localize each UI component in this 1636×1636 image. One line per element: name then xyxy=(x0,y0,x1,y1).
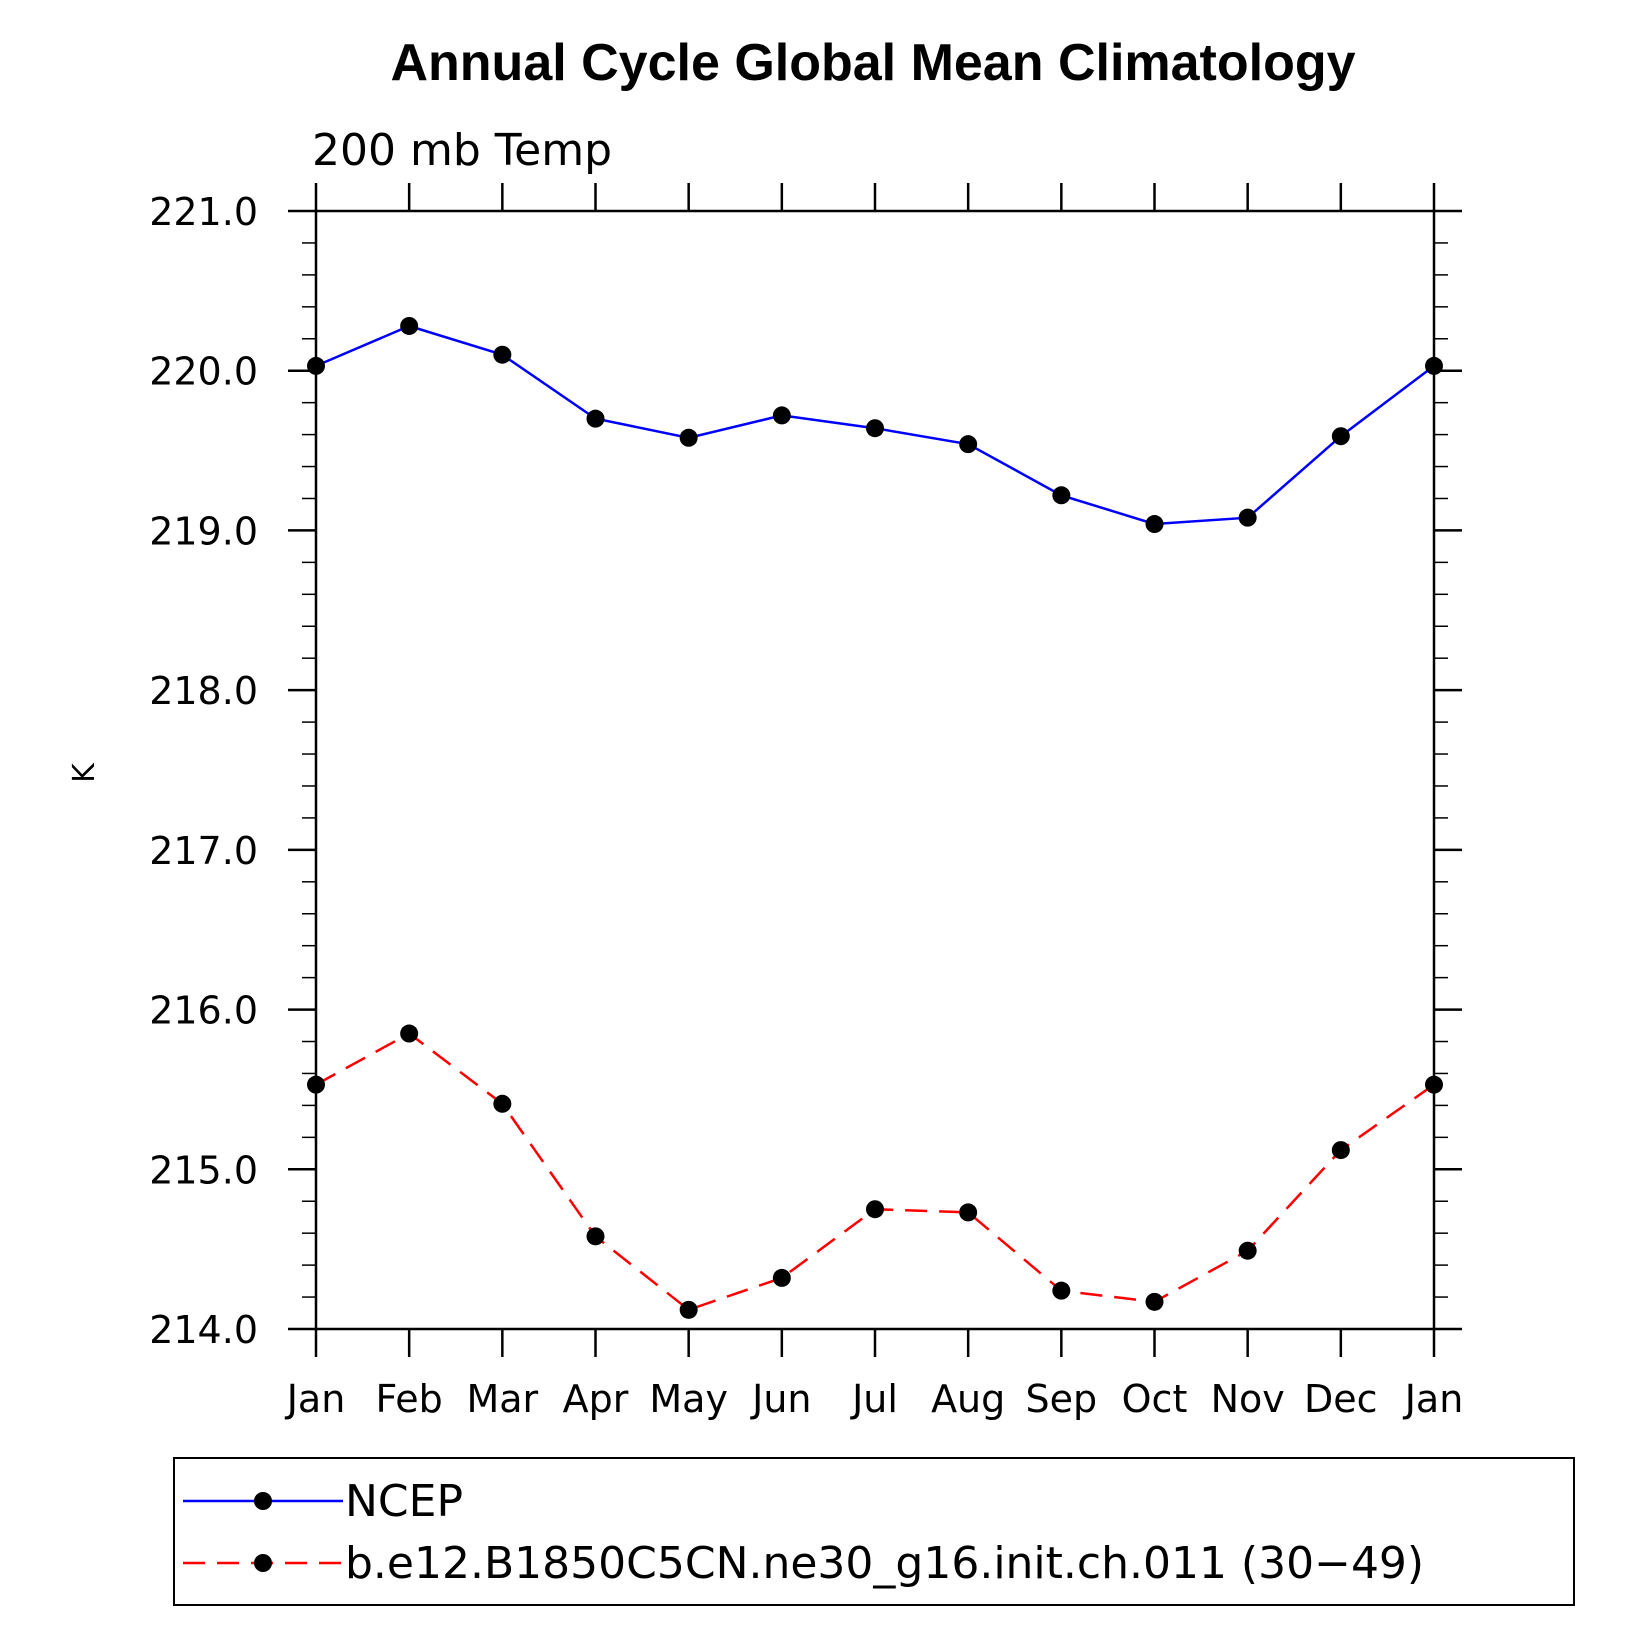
data-point xyxy=(772,406,791,425)
data-point xyxy=(586,1227,605,1246)
data-point xyxy=(866,1200,884,1219)
x-tick-label: Jun xyxy=(750,1377,811,1421)
data-point xyxy=(679,1300,698,1319)
data-point xyxy=(679,428,698,447)
legend-marker-model xyxy=(254,1554,272,1572)
data-point xyxy=(959,435,978,454)
data-point xyxy=(772,1268,791,1287)
data-point xyxy=(1331,1141,1350,1160)
series-line-1 xyxy=(315,1032,1435,1312)
data-point xyxy=(1425,356,1443,375)
data-point xyxy=(1052,1281,1071,1300)
data-point xyxy=(400,316,419,335)
legend-marker-ncep xyxy=(254,1492,272,1510)
data-point xyxy=(1145,1292,1164,1311)
plot-frame xyxy=(314,209,1436,1331)
y-tick-label: 214.0 xyxy=(149,1308,258,1352)
y-tick-label: 216.0 xyxy=(149,989,258,1033)
x-tick-label: Sep xyxy=(1026,1377,1098,1421)
data-point xyxy=(866,419,884,438)
x-tick-label: Oct xyxy=(1122,1377,1188,1421)
data-point xyxy=(400,1024,419,1043)
data-point xyxy=(307,1075,325,1094)
y-tick-label: 218.0 xyxy=(149,669,258,713)
legend-label-model: b.e12.B1850C5CN.ne30_g16.init.ch.011 (30… xyxy=(345,1538,1424,1589)
x-tick-label: Feb xyxy=(376,1377,443,1421)
data-point xyxy=(307,356,325,375)
x-tick-label: May xyxy=(649,1377,728,1421)
data-point xyxy=(959,1203,978,1222)
y-tick-label: 217.0 xyxy=(149,829,258,873)
y-tick-label: 220.0 xyxy=(149,350,258,394)
x-tick-label: Dec xyxy=(1304,1377,1378,1421)
data-point xyxy=(1331,427,1350,446)
x-tick-label: Jan xyxy=(285,1377,346,1421)
legend-label-ncep: NCEP xyxy=(345,1476,463,1527)
y-tick-label: 215.0 xyxy=(149,1148,258,1192)
data-point xyxy=(1052,486,1071,505)
x-tick-label: Jul xyxy=(850,1377,898,1421)
data-point xyxy=(1425,1075,1443,1094)
x-tick-label: Apr xyxy=(563,1377,629,1421)
y-tick-label: 219.0 xyxy=(149,509,258,553)
chart-title: Annual Cycle Global Mean Climatology xyxy=(390,34,1355,92)
data-point xyxy=(1145,515,1164,534)
chart-subtitle: 200 mb Temp xyxy=(312,125,612,176)
axes: 214.0 215.0 216.0 217.0 218.0 219.0 220.0 221.0… xyxy=(149,183,1463,1421)
x-tick-label: Mar xyxy=(466,1377,538,1421)
legend-box xyxy=(173,1457,1575,1606)
y-tick-label: 221.0 xyxy=(149,190,258,234)
data-point xyxy=(493,1094,512,1113)
y-axis-label: K xyxy=(67,762,102,783)
data-point xyxy=(1238,1241,1257,1260)
data-point xyxy=(586,409,605,428)
series-layer xyxy=(307,316,1443,1319)
data-point xyxy=(493,345,512,364)
legend: NCEP b.e12.B1850C5CN.ne30_g16.init.ch.01… xyxy=(173,1457,1575,1606)
data-point xyxy=(1238,508,1257,527)
x-tick-label: Nov xyxy=(1211,1377,1285,1421)
x-tick-label: Jan xyxy=(1403,1377,1464,1421)
x-tick-label: Aug xyxy=(931,1377,1005,1421)
